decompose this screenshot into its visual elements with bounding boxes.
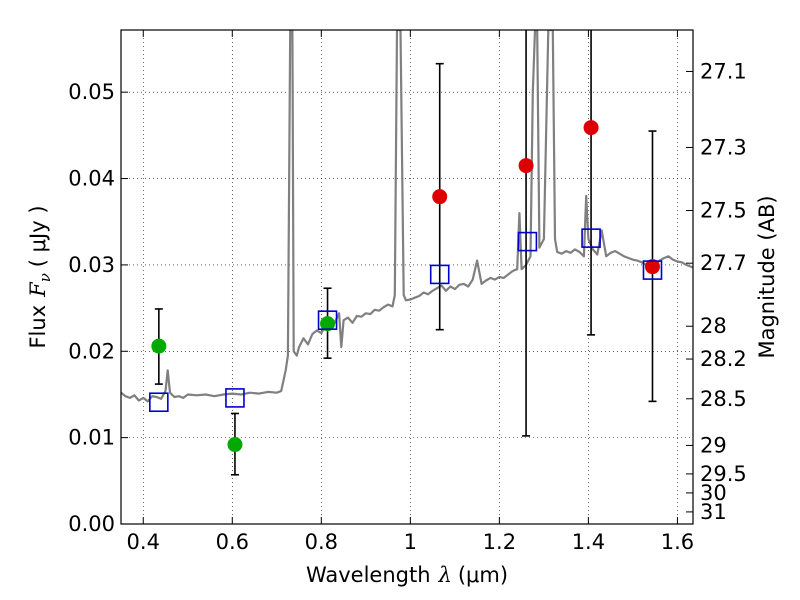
y2-tick-label: 31 — [700, 500, 727, 524]
y2-axis-label: Magnitude (AB) — [755, 195, 779, 358]
photometry-point — [432, 189, 448, 205]
x-tick-label: 1 — [404, 530, 417, 554]
y2-tick-label: 28 — [700, 314, 727, 338]
y2-tick-label: 27.3 — [700, 135, 747, 159]
x-axis-label: Wavelength λ (μm) — [306, 563, 508, 587]
x-tick-label: 1.6 — [661, 530, 694, 554]
photometry-point — [227, 437, 243, 453]
y-tick-label: 0.03 — [68, 253, 115, 277]
model-square — [642, 260, 663, 280]
photometry-point — [320, 316, 336, 332]
model-square — [581, 228, 601, 248]
y-tick-label: 0.00 — [68, 512, 115, 536]
x-tick-label: 0.4 — [127, 530, 160, 554]
x-tick-label: 0.8 — [305, 530, 338, 554]
x-tick-label: 1.4 — [572, 530, 605, 554]
model-square — [517, 231, 538, 252]
x-tick-label: 1.2 — [483, 530, 516, 554]
data-layer — [121, 30, 693, 403]
photometry-point — [518, 158, 534, 174]
photometry-point — [583, 120, 599, 136]
markers — [149, 120, 663, 453]
y2-tick-label: 29 — [700, 433, 727, 457]
y2-tick-label: 28.5 — [700, 387, 747, 411]
spectrum-line — [121, 30, 693, 403]
y2-tick-label: 28.2 — [700, 347, 747, 371]
model-square — [429, 264, 450, 285]
y2-tick-label: 29.5 — [700, 462, 747, 486]
plot-frame — [120, 29, 694, 525]
y-tick-label: 0.02 — [68, 339, 115, 363]
model-square — [149, 392, 169, 413]
y-tick-label: 0.05 — [68, 80, 115, 104]
x-tick-label: 0.6 — [216, 530, 249, 554]
y-axis-label: FluxFν( μJy ) — [26, 205, 54, 348]
model-square — [317, 310, 338, 330]
y2-tick-label: 27.7 — [700, 251, 747, 275]
ticks: 0.4 0.6 0.8 1 1.2 1.4 1.6 0.00 0.01 0.02 0.03 0.04 0… — [68, 30, 747, 554]
photometry-point — [644, 259, 660, 275]
photometry-point — [151, 338, 167, 354]
y-tick-label: 0.01 — [68, 426, 115, 450]
model-square — [225, 388, 245, 408]
y2-tick-label: 30 — [700, 481, 727, 505]
y2-tick-label: 27.5 — [700, 199, 747, 223]
y2-tick-label: 27.1 — [700, 59, 747, 83]
y-tick-label: 0.04 — [68, 167, 115, 191]
plot-area — [121, 30, 693, 524]
